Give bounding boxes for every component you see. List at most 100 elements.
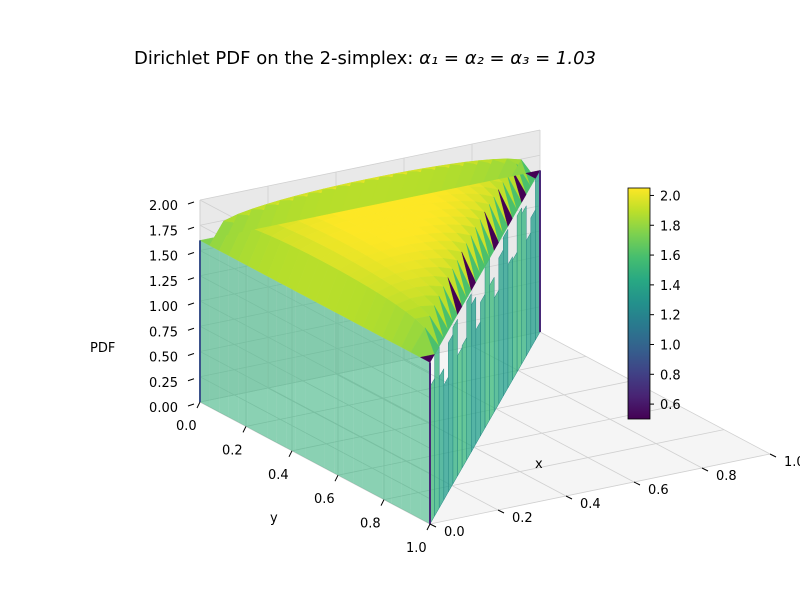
- surface-wall-left: [305, 296, 315, 463]
- x-tick-label: 0.6: [648, 483, 669, 498]
- colorbar-tick-label: 0.6: [660, 398, 681, 413]
- surface-wall-left: [257, 270, 268, 438]
- z-tick: [187, 403, 195, 407]
- y-tick: [426, 523, 431, 531]
- y-tick: [380, 499, 385, 506]
- y-tick: [242, 426, 247, 433]
- grid-line-y: [429, 453, 771, 525]
- surface-cell: [434, 305, 449, 339]
- z-tick-label: 1.50: [149, 250, 178, 265]
- chart-title: Dirichlet PDF on the 2-simplex: α₁ = α₂ …: [134, 48, 596, 69]
- colorbar: 0.6 0.8 1.0 1.2 1.4 1.6 1.8 2.0: [627, 187, 681, 420]
- z-tick: [187, 327, 195, 331]
- y-tick: [334, 474, 339, 482]
- surface-wall-left: [209, 245, 220, 413]
- surface-cell: [507, 175, 522, 211]
- surface-cell: [484, 211, 500, 251]
- x-tick-label: 0.0: [444, 525, 465, 540]
- surface-wall-strip: [452, 318, 458, 485]
- surface-cell: [438, 295, 454, 331]
- z-tick: [187, 378, 195, 382]
- surface-wall-strip: [507, 255, 513, 389]
- x-tick-label: 0.2: [512, 511, 533, 526]
- z-tick-label: 1.25: [149, 275, 178, 290]
- z-tick-label: 1.00: [149, 300, 178, 315]
- x-tick: [429, 523, 437, 528]
- surface-wall-strip: [434, 345, 440, 517]
- surface-wall-left: [219, 250, 229, 418]
- surface-cell: [424, 327, 440, 355]
- x-tick-label: 0.4: [580, 497, 601, 512]
- surface-plot: [199, 158, 541, 525]
- y-tick-label: 0.4: [268, 468, 289, 483]
- x-tick: [633, 481, 641, 486]
- z-tick: [187, 353, 195, 356]
- y-axis-label: y: [270, 511, 278, 526]
- surface-wall-left: [362, 326, 373, 494]
- y-tick-label: 0.8: [360, 517, 381, 532]
- y-tick: [196, 401, 201, 409]
- surface-wall-strip: [516, 206, 522, 373]
- z-tick: [187, 226, 195, 230]
- surface-wall-strip: [503, 228, 509, 397]
- surface-cell: [493, 196, 509, 235]
- surface-wall-left: [401, 347, 411, 514]
- surface-cell: [525, 170, 541, 179]
- surface-wall-left: [391, 342, 402, 509]
- surface-wall-left: [343, 316, 354, 484]
- surface-cell: [470, 235, 486, 275]
- z-tick-label: 0.00: [149, 401, 178, 416]
- surface-wall-strip: [484, 257, 490, 429]
- surface-wall-strip: [493, 289, 500, 413]
- surface-wall-left: [382, 337, 392, 504]
- y-tick-label: 0.2: [222, 443, 243, 458]
- surface-wall-left: [420, 357, 430, 524]
- chart-title-math: α₁ = α₂ = α₃ = 1.03: [419, 48, 596, 69]
- y-tick-label: 0.6: [314, 492, 335, 507]
- z-tick-label: 0.50: [149, 351, 178, 366]
- surface-wall-left: [286, 286, 296, 453]
- z-tick-label: 0.75: [149, 325, 178, 340]
- z-tick-label: 0.25: [149, 376, 178, 391]
- x-tick: [701, 467, 709, 472]
- surface-wall-left: [200, 240, 210, 408]
- x-tick-label: 1.0: [784, 455, 800, 470]
- surface-cell: [502, 182, 518, 219]
- colorbar-bar: [627, 187, 651, 420]
- surface-cell: [479, 219, 495, 259]
- surface-wall-left: [247, 265, 258, 433]
- surface-wall-strip: [438, 367, 445, 509]
- surface-wall-left: [324, 306, 335, 474]
- colorbar-tick-label: 1.2: [660, 309, 681, 324]
- surface-cell: [419, 354, 436, 363]
- x-tick: [565, 495, 573, 500]
- grid-line-x: [539, 331, 771, 455]
- surface-cell: [511, 169, 527, 203]
- surface-cell: [475, 227, 490, 267]
- surface-cell: [466, 243, 481, 283]
- colorbar-tick-label: 0.8: [660, 368, 681, 383]
- surface-wall-strip: [489, 276, 495, 421]
- tick-labels: 0.0 0.2 0.4 0.6 0.8 1.0 0.0 0.2 0.4 0.6 0.8 1.0 0.00…: [149, 199, 800, 556]
- z-tick: [187, 302, 195, 306]
- surface-wall-left: [315, 301, 325, 469]
- z-tick: [187, 252, 195, 255]
- y-tick: [288, 450, 293, 458]
- surface-wall-strip: [498, 248, 504, 405]
- colorbar-tick-label: 1.8: [660, 219, 681, 234]
- surface-cell: [498, 189, 513, 227]
- x-tick: [769, 453, 777, 458]
- surface-wall-strip: [471, 296, 477, 453]
- x-axis-label: x: [535, 457, 543, 472]
- surface-cell: [489, 204, 504, 243]
- surface-wall-left: [410, 352, 421, 519]
- surface-cell: [456, 260, 472, 299]
- surface-wall-left: [276, 281, 287, 448]
- z-axis-label: PDF: [90, 341, 115, 356]
- surface-cell: [447, 277, 463, 315]
- y-tick-label: 0.0: [176, 419, 197, 434]
- x-tick-label: 0.8: [716, 469, 737, 484]
- surface-wall-strip: [461, 336, 467, 469]
- surface-wall-strip: [521, 204, 527, 365]
